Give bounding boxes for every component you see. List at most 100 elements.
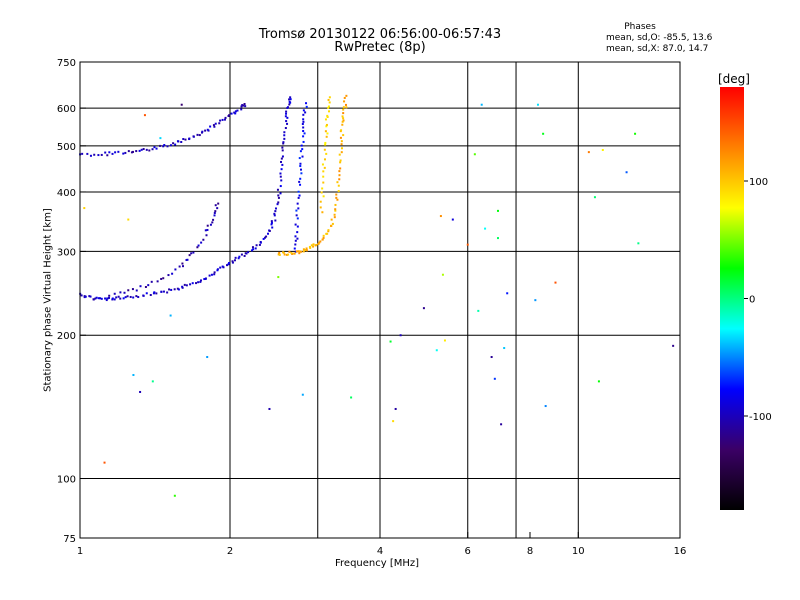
- echo-point: [300, 172, 303, 175]
- echo-point: [296, 225, 299, 228]
- echo-point: [188, 254, 191, 257]
- echo-point: [327, 230, 330, 233]
- echo-point: [93, 153, 96, 156]
- echo-point: [127, 150, 130, 153]
- echo-point: [147, 284, 150, 287]
- echo-point: [327, 110, 330, 113]
- echo-point: [336, 198, 339, 201]
- echo-point: [296, 217, 299, 220]
- echo-point: [321, 187, 324, 190]
- echo-point: [343, 100, 346, 103]
- echo-point: [289, 101, 292, 104]
- echo-point: [206, 228, 209, 231]
- echo-point: [135, 295, 138, 298]
- echo-point: [310, 244, 313, 247]
- echo-point: [328, 101, 331, 104]
- echo-point: [213, 214, 216, 217]
- echo-point: [330, 218, 333, 221]
- echo-point: [156, 280, 159, 283]
- echo-point: [183, 283, 186, 286]
- echo-point: [204, 277, 207, 280]
- echo-point: [163, 144, 166, 147]
- echo-point: [324, 141, 327, 144]
- echo-point: [153, 291, 156, 294]
- echo-point: [280, 179, 283, 182]
- echo-point: [217, 202, 220, 205]
- echo-point: [284, 127, 287, 130]
- echo-point: [274, 210, 277, 213]
- echo-point: [219, 119, 222, 122]
- echo-point: [305, 247, 308, 250]
- echo-point: [297, 250, 300, 253]
- echo-point: [160, 277, 163, 280]
- echo-point: [303, 132, 306, 135]
- echo-point: [181, 286, 184, 289]
- echo-point: [285, 253, 288, 256]
- echo-point: [234, 112, 237, 115]
- echo-point: [392, 420, 395, 423]
- echo-point: [283, 137, 286, 140]
- echo-point: [339, 159, 342, 162]
- echo-point: [208, 274, 211, 277]
- echo-point: [209, 125, 212, 128]
- echo-point: [320, 191, 323, 194]
- echo-point: [231, 261, 234, 264]
- echo-point: [289, 98, 292, 101]
- echo-point: [341, 120, 344, 123]
- echo-point: [302, 250, 305, 253]
- echo-point: [299, 177, 302, 180]
- echo-point: [180, 141, 183, 144]
- echo-point: [325, 135, 328, 138]
- echo-point: [326, 115, 329, 118]
- echo-point: [304, 249, 307, 252]
- echo-point: [587, 151, 590, 154]
- echo-point: [189, 283, 192, 286]
- echo-point: [228, 114, 231, 117]
- echo-point: [148, 149, 151, 152]
- echo-point: [281, 155, 284, 158]
- echo-point: [293, 247, 296, 250]
- echo-point: [267, 232, 270, 235]
- echo-point: [297, 196, 300, 199]
- echo-point: [334, 203, 337, 206]
- echo-point: [534, 299, 537, 302]
- echo-point: [305, 102, 308, 105]
- echo-point: [288, 98, 291, 101]
- echo-point: [197, 244, 200, 247]
- colorbar-tick-label: -100: [749, 412, 772, 423]
- echo-point: [335, 193, 338, 196]
- echo-point: [286, 106, 289, 109]
- y-tick-label: 500: [57, 142, 76, 153]
- echo-point: [227, 263, 230, 266]
- echo-point: [284, 115, 287, 118]
- echo-point: [338, 178, 341, 181]
- echo-point: [151, 148, 154, 151]
- echo-point: [137, 296, 140, 299]
- echo-point: [280, 168, 283, 171]
- echo-point: [283, 134, 286, 137]
- echo-point: [342, 108, 345, 111]
- echo-point: [174, 143, 177, 146]
- echo-point: [473, 153, 476, 156]
- echo-point: [625, 171, 628, 174]
- echo-point: [258, 243, 261, 246]
- echo-point: [230, 112, 233, 115]
- echo-point: [276, 203, 279, 206]
- echo-point: [216, 207, 219, 210]
- echo-point: [188, 137, 191, 140]
- echo-point: [340, 147, 343, 150]
- echo-point: [342, 117, 345, 120]
- echo-point: [206, 128, 209, 131]
- echo-point: [192, 135, 195, 138]
- echo-point: [114, 151, 117, 154]
- echo-point: [290, 252, 293, 255]
- echo-point: [132, 296, 135, 299]
- echo-point: [83, 295, 86, 298]
- echo-point: [327, 229, 330, 232]
- echo-point: [124, 296, 127, 299]
- echo-point: [115, 296, 118, 299]
- echo-point: [100, 153, 103, 156]
- echo-point: [322, 170, 325, 173]
- echo-point: [176, 287, 179, 290]
